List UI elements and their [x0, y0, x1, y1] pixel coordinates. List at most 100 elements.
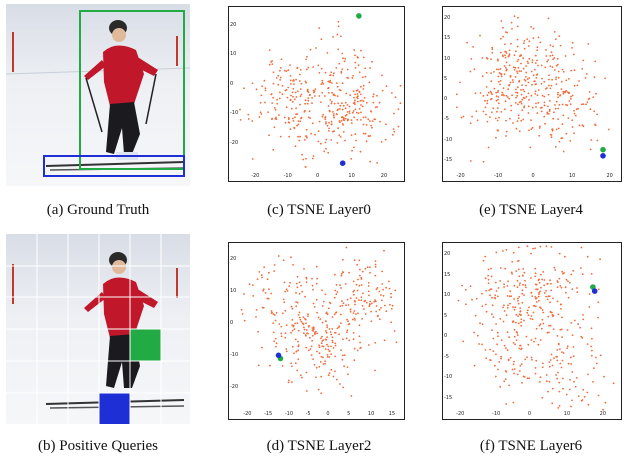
scatter-point [301, 153, 303, 156]
scatter-point [356, 93, 359, 95]
scatter-point [312, 302, 315, 305]
scatter-point [510, 109, 512, 112]
scatter-point [364, 116, 367, 119]
scatter-point [545, 87, 547, 90]
scatter-point [513, 335, 516, 338]
scatter-point [320, 38, 323, 41]
scatter-point [505, 67, 507, 69]
scatter-point [519, 344, 522, 347]
scatter-point [521, 84, 523, 86]
scatter-point [570, 322, 573, 324]
scatter-point [530, 252, 532, 255]
scatter-point [479, 92, 482, 94]
scatter-point [367, 285, 370, 287]
scatter-point [349, 94, 351, 97]
scatter-point [551, 128, 553, 131]
scatter-point [364, 313, 367, 315]
x-tick-label: 0 [527, 411, 532, 417]
scatter-point [337, 48, 340, 51]
scatter-point [329, 331, 332, 333]
scatter-point [522, 67, 525, 70]
scatter-point [273, 340, 276, 343]
scatter-point [353, 96, 355, 99]
scatter-point [295, 301, 297, 303]
x-tick-label: 20 [380, 173, 388, 179]
scatter-point [502, 320, 505, 323]
scatter-point [362, 84, 365, 87]
scatter-point [576, 287, 578, 289]
scatter-point [554, 104, 556, 106]
scatter-point [481, 75, 484, 78]
scatter-point [517, 268, 520, 271]
scatter-point [513, 372, 515, 375]
scatter-point [494, 375, 497, 378]
scatter-point [508, 295, 511, 298]
scatter-point [348, 322, 351, 325]
x-tick-label: -10 [284, 411, 294, 417]
scatter-point [339, 284, 341, 286]
scatter-point [342, 118, 345, 121]
scatter-point [552, 58, 554, 61]
scatter-point [298, 316, 301, 319]
scatter-point [517, 315, 519, 317]
scatter-point [359, 341, 361, 344]
scatter-point [354, 303, 356, 306]
x-tick-label: 0 [531, 173, 535, 179]
scatter-point [485, 289, 488, 292]
scatter-point [355, 313, 357, 315]
scatter-point [478, 343, 480, 345]
scatter-point [580, 399, 583, 402]
scatter-point [369, 120, 371, 122]
scatter-point [534, 68, 536, 71]
scatter-point [347, 118, 350, 121]
scatter-point [545, 380, 548, 382]
scatter-point [381, 299, 383, 302]
scatter-point [572, 355, 575, 358]
scatter-point [358, 71, 361, 74]
scatter-point [538, 127, 541, 129]
scatter-point [582, 318, 585, 321]
scatter-point [502, 87, 505, 90]
scatter-point [326, 336, 328, 339]
scatter-point [538, 324, 541, 327]
scatter-point [279, 91, 281, 94]
scatter-point [516, 45, 519, 48]
scatter-point [346, 318, 348, 321]
scatter-point [535, 301, 538, 303]
scatter-point [489, 359, 491, 361]
scatter-point [561, 316, 563, 319]
scatter-point [369, 67, 371, 69]
scatter-point [362, 132, 365, 135]
scatter-point [320, 355, 323, 358]
scatter-point [339, 104, 342, 107]
scatter-point [353, 299, 356, 302]
scatter-point [554, 38, 557, 40]
scatter-point [569, 97, 572, 100]
scatter-point [513, 15, 516, 18]
scatter-point [306, 55, 308, 58]
scatter-point [575, 377, 578, 379]
scatter-point [498, 116, 500, 119]
scatter-point [530, 339, 533, 341]
scatter-point [292, 79, 295, 81]
scatter-point [298, 139, 301, 142]
scatter-point [365, 301, 368, 304]
scatter-point [497, 80, 500, 83]
scatter-point [319, 361, 322, 363]
scatter-point [270, 61, 272, 63]
scatter-point [542, 271, 545, 273]
scatter-point [305, 157, 307, 160]
scatter-point [354, 99, 356, 102]
scatter-point [325, 338, 328, 341]
scatter-point [479, 34, 481, 37]
scatter-point [589, 148, 592, 151]
scatter-point [286, 290, 289, 292]
scatter-point [327, 86, 330, 89]
scatter-point [270, 310, 273, 312]
scatter-point [354, 61, 357, 64]
scatter-point [536, 288, 539, 291]
scatter-point [503, 73, 506, 76]
scatter-point [243, 293, 245, 295]
scatter-point [555, 65, 558, 67]
scatter-point [523, 294, 525, 296]
